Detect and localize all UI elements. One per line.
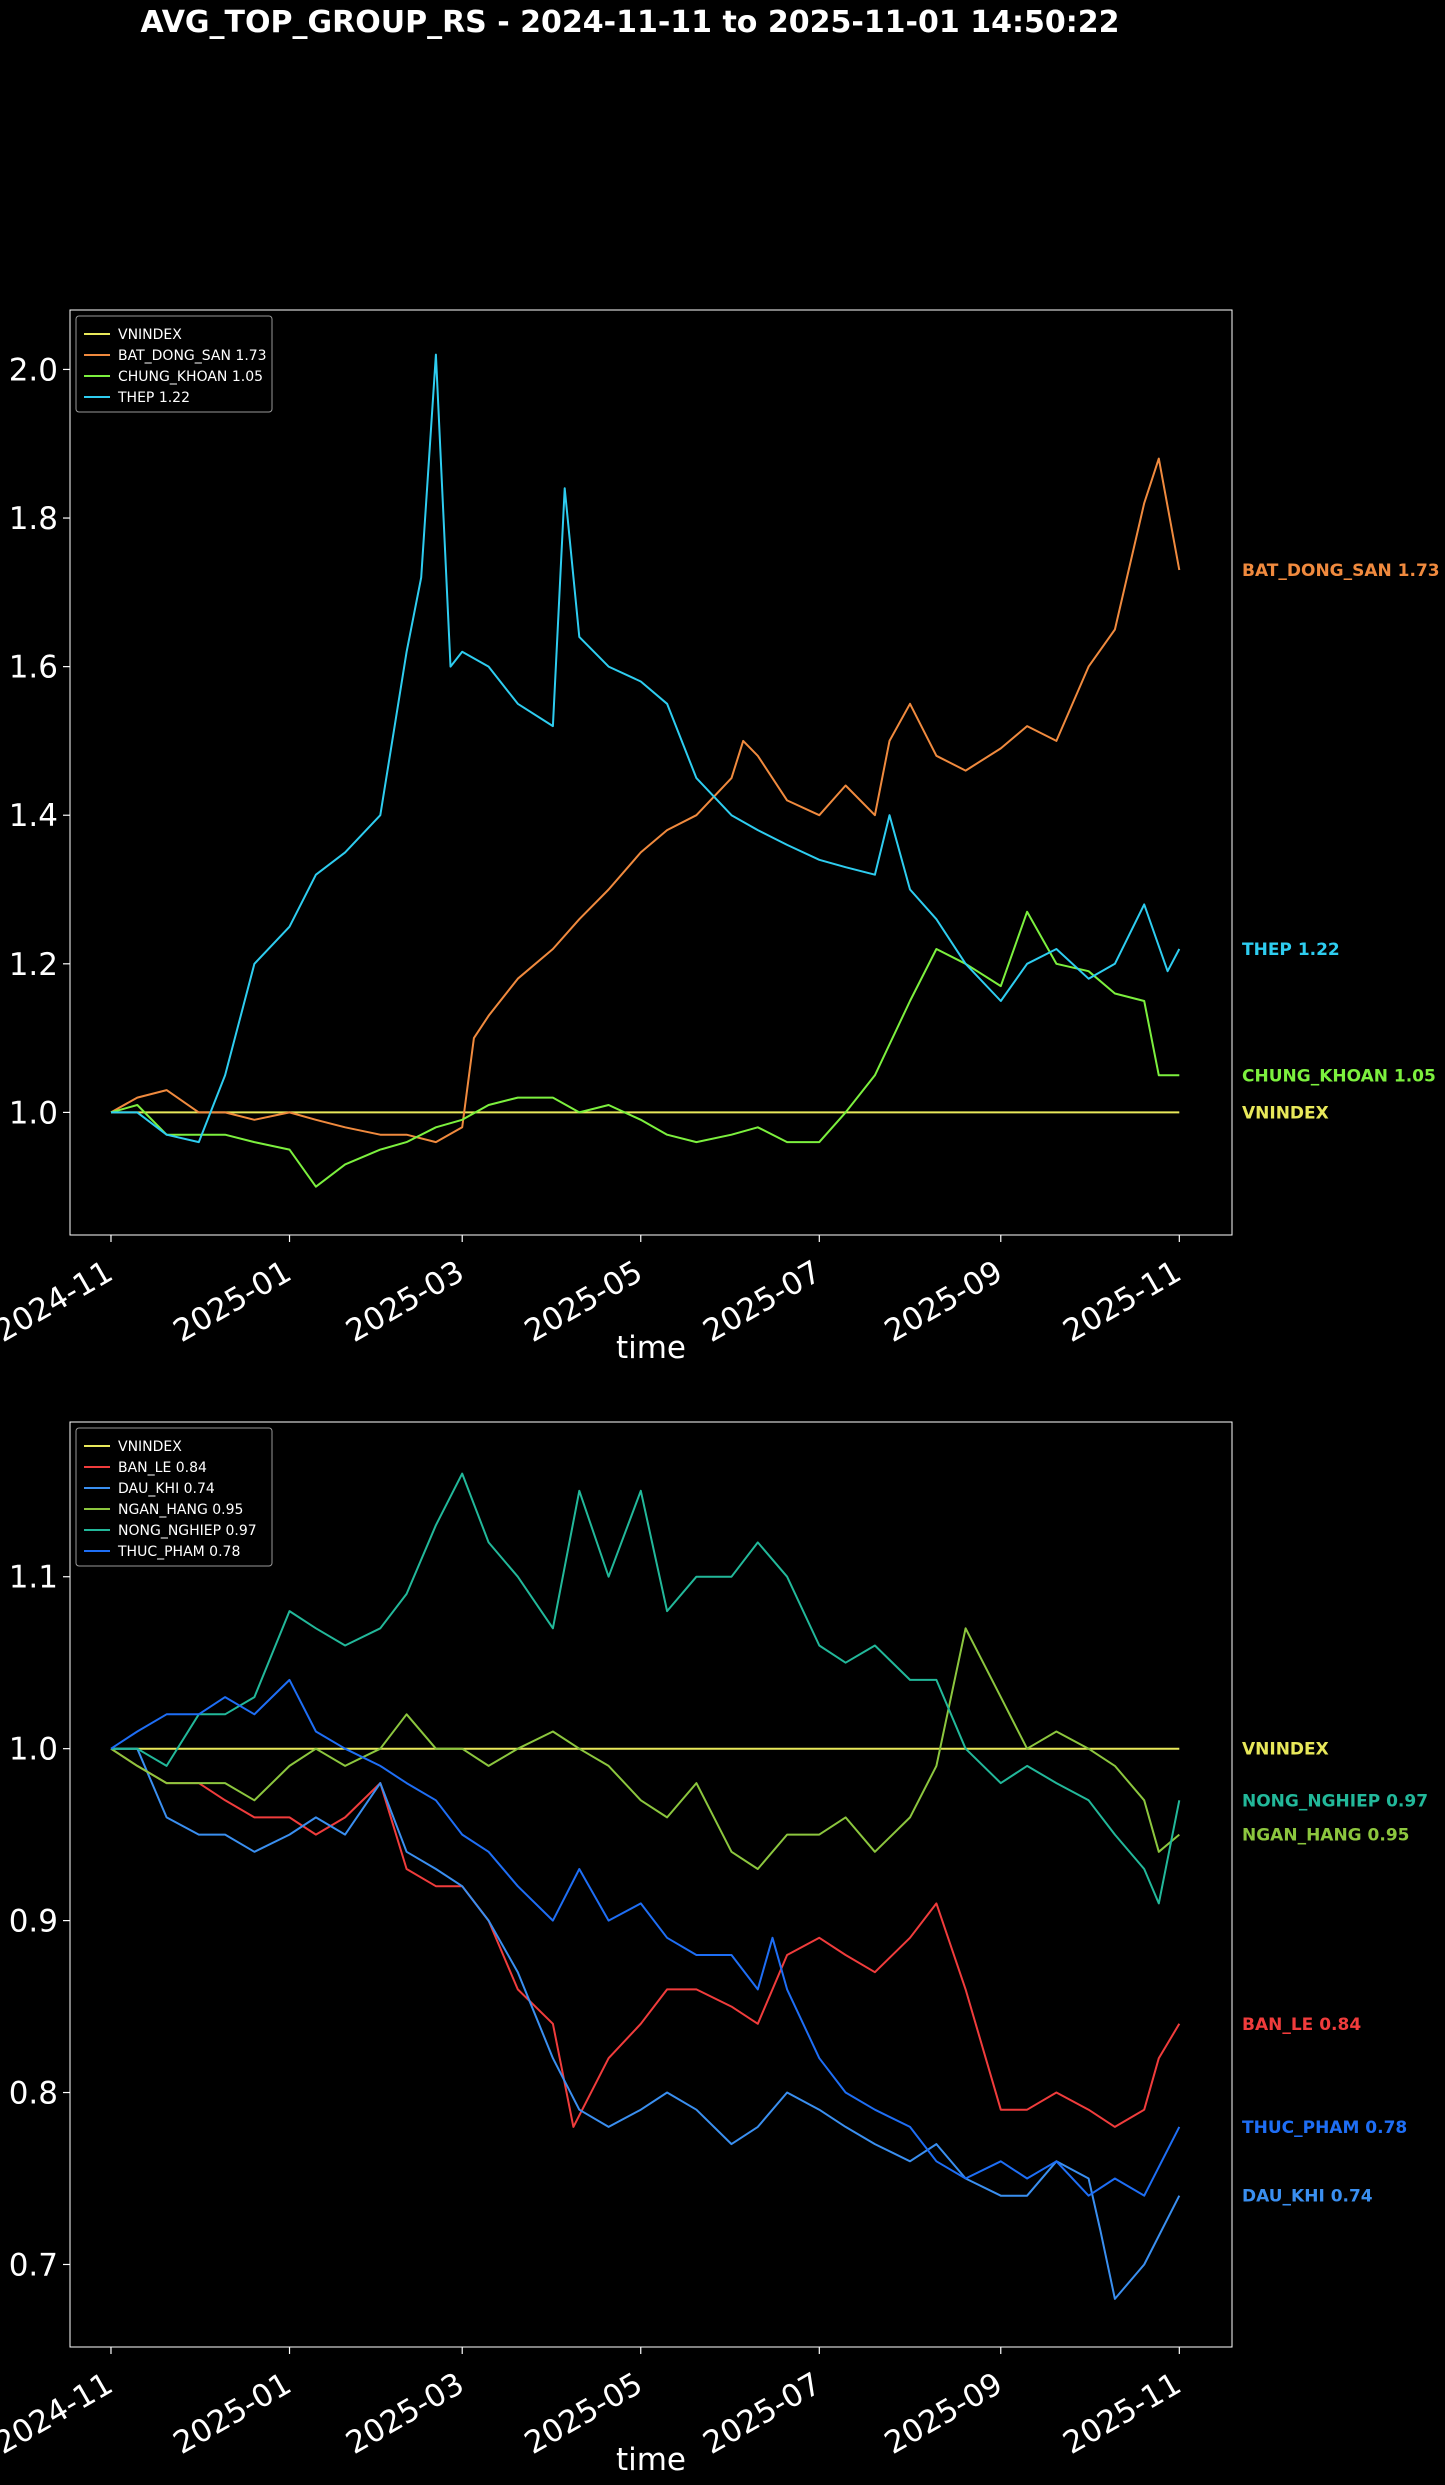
end-label: BAN_LE 0.84 — [1242, 2015, 1361, 2035]
x-axis-label: time — [616, 2442, 686, 2478]
x-axis-label: time — [616, 1330, 686, 1366]
x-tick-label: 2025-07 — [697, 2366, 827, 2462]
series-line-ban-le — [110, 1747, 1181, 2128]
x-tick-label: 2025-09 — [879, 2366, 1009, 2462]
end-label: VNINDEX — [1242, 1103, 1329, 1123]
legend-entry: DAU_KHI 0.74 — [118, 1481, 215, 1497]
x-tick-label: 2024-11 — [0, 1254, 119, 1350]
legend-entry: NGAN_HANG 0.95 — [118, 1502, 243, 1518]
x-tick-label: 2024-11 — [0, 2366, 119, 2462]
end-label: NONG_NGHIEP 0.97 — [1242, 1791, 1428, 1811]
y-tick-label: 1.2 — [9, 947, 58, 983]
end-label: DAU_KHI 0.74 — [1242, 2187, 1373, 2207]
end-label: THEP 1.22 — [1242, 940, 1340, 960]
y-tick-label: 1.6 — [9, 650, 58, 686]
plot-1: 1.0 1.2 1.4 1.6 1.8 2.0 2024-11 2025-01 2025-03 2… — [0, 309, 1440, 1366]
plot-frame — [69, 1421, 1233, 2348]
legend-box — [75, 1427, 273, 1567]
series-line-chung-khoan — [110, 910, 1180, 1188]
end-label: NGAN_HANG 0.95 — [1242, 1826, 1410, 1846]
legend-entry: THUC_PHAM 0.78 — [117, 1544, 240, 1560]
series-line-thuc-pham — [110, 1678, 1181, 2197]
y-tick-label: 0.9 — [9, 1904, 58, 1940]
y-tick-label: 1.4 — [9, 798, 58, 834]
series-line-ngan-hang — [110, 1627, 1180, 1870]
series-line-thep — [111, 353, 1181, 1144]
end-label: THUC_PHAM 0.78 — [1242, 2118, 1407, 2138]
x-tick-label: 2025-09 — [879, 1254, 1009, 1350]
legend-box — [75, 315, 273, 413]
y-tick-label: 0.7 — [9, 2247, 58, 2283]
x-tick-label: 2025-07 — [697, 1254, 827, 1350]
y-tick-label: 0.8 — [9, 2076, 58, 2112]
legend-entry: BAT_DONG_SAN 1.73 — [118, 348, 267, 364]
x-tick-label: 2025-03 — [340, 2366, 470, 2462]
y-tick-label: 2.0 — [9, 352, 58, 388]
y-tick-label: 1.1 — [9, 1560, 58, 1596]
series-line-dau-khi — [111, 1747, 1181, 2300]
y-tick-label: 1.0 — [9, 1095, 58, 1131]
y-tick-label: 1.0 — [9, 1732, 58, 1768]
end-label: CHUNG_KHOAN 1.05 — [1242, 1066, 1436, 1086]
legend-entry: CHUNG_KHOAN 1.05 — [118, 369, 263, 385]
x-tick-label: 2025-11 — [1057, 1254, 1187, 1350]
series-line-nong-nghiep — [111, 1472, 1181, 1905]
x-tick-label: 2025-03 — [340, 1254, 470, 1350]
plot-frame — [69, 309, 1233, 1236]
legend-entry: BAN_LE 0.84 — [118, 1460, 207, 1476]
end-label: VNINDEX — [1242, 1740, 1329, 1760]
y-tick-label: 1.8 — [9, 501, 58, 537]
x-tick-label: 2025-01 — [167, 2366, 297, 2462]
plot-2: 0.7 0.8 0.9 1.0 1.1 2024-11 2025-01 2025-03 2025… — [0, 1421, 1428, 2478]
legend-entry: THEP 1.22 — [117, 390, 190, 406]
x-tick-label: 2025-11 — [1057, 2366, 1187, 2462]
legend-entry: VNINDEX — [118, 1439, 182, 1455]
figure-title: AVG_TOP_GROUP_RS - 2024-11-11 to 2025-11… — [141, 5, 1120, 40]
plots: 1.0 1.2 1.4 1.6 1.8 2.0 2024-11 2025-01 2025-03 2… — [0, 309, 1440, 2478]
legend-entry: NONG_NGHIEP 0.97 — [118, 1523, 257, 1539]
x-tick-label: 2025-01 — [167, 1254, 297, 1350]
end-label: BAT_DONG_SAN 1.73 — [1242, 561, 1440, 581]
legend-entry: VNINDEX — [118, 327, 182, 343]
series-line-bat-dong-san — [110, 457, 1181, 1144]
